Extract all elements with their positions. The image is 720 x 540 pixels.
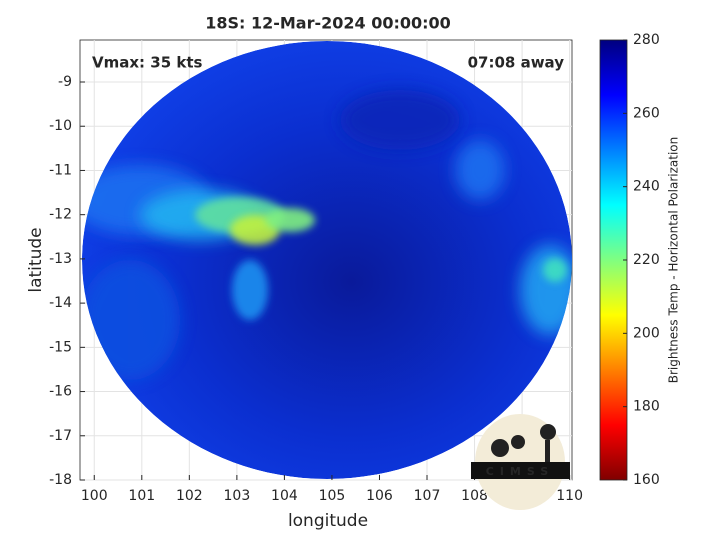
y-tick-label: -17 [49,428,72,444]
chart-title: 18S: 12-Mar-2024 00:00:00 [205,14,451,33]
axes: 100101102103104105106107108109110-18-17-… [49,74,583,504]
colorbar-tick-label: 200 [633,325,660,341]
y-tick-label: -10 [49,118,72,134]
colorbar-tick-label: 240 [633,179,660,195]
swath-feature [455,140,505,200]
x-tick-label: 100 [81,488,108,504]
colorbar-tick-label: 280 [633,32,660,48]
y-tick-label: -13 [49,251,72,267]
colorbar-tick-label: 160 [633,472,660,488]
x-tick-label: 101 [128,488,155,504]
colorbar-tick-label: 180 [633,399,660,415]
y-tick-label: -16 [49,384,72,400]
y-tick-label: -9 [58,74,72,90]
x-tick-label: 110 [556,488,583,504]
swath-feature [543,258,567,282]
annotation: 07:08 away [468,54,565,72]
x-tick-label: 107 [414,488,441,504]
x-tick-label: 104 [271,488,298,504]
swath-feature [232,260,268,320]
x-tick-label: 103 [224,488,251,504]
y-tick-label: -18 [49,472,72,488]
swath-image [82,41,572,479]
colorbar-scale [599,39,628,481]
x-tick-label: 108 [461,488,488,504]
colorbar-label: Brightness Temp - Horizontal Polarizatio… [667,137,681,384]
y-axis-label: latitude [26,227,46,292]
swath-feature [82,260,180,380]
swath-feature [340,90,460,150]
colorbar-tick-label: 260 [633,105,660,121]
y-tick-label: -11 [49,162,72,178]
x-tick-label: 106 [366,488,393,504]
logo: CIMSS [471,414,570,510]
x-tick-label: 102 [176,488,203,504]
annotation: Vmax: 35 kts [92,54,202,72]
y-tick-label: -14 [49,295,72,311]
logo-text: CIMSS [486,465,554,478]
swath-feature [265,208,315,232]
y-tick-label: -12 [49,207,72,223]
colorbar-tick-label: 220 [633,252,660,268]
colorbar: 160 180 200 220 240 260 280 [599,32,660,488]
x-axis-label: longitude [288,511,368,531]
y-tick-label: -15 [49,339,72,355]
x-tick-label: 105 [319,488,346,504]
swath-base [82,41,572,479]
